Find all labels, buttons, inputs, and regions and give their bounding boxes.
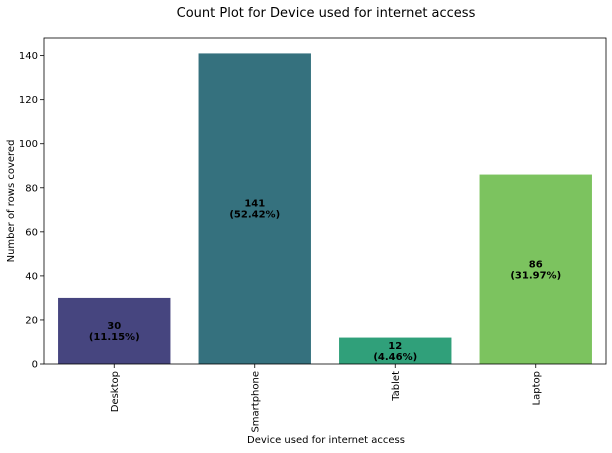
x-axis-label: Device used for internet access [247, 435, 405, 446]
bar-percent-label: (52.42%) [229, 210, 280, 221]
plot-area: 0 20 40 60 80 100 120 140 Desktop 30(11.15%) Smart… [19, 51, 592, 433]
y-tick-label: 80 [25, 183, 38, 194]
y-tick-label: 0 [32, 360, 38, 371]
x-tick-label: Smartphone [250, 371, 261, 433]
bar-tablet [339, 337, 452, 364]
bar-smartphone [198, 53, 311, 365]
y-axis-label: Number of rows covered [6, 140, 17, 263]
y-tick-label: 20 [25, 315, 38, 326]
y-tick-label: 100 [19, 139, 38, 150]
x-tick-label: Desktop [110, 371, 121, 412]
bar-value-label: 141 [244, 199, 265, 210]
x-tick-label: Tablet [391, 371, 402, 402]
bar-laptop [479, 174, 592, 364]
bar-desktop [58, 297, 171, 364]
bar-value-label: 12 [388, 341, 402, 352]
plot-frame [43, 37, 607, 365]
bar-percent-label: (31.97%) [510, 270, 561, 281]
y-tick-label: 60 [25, 227, 38, 238]
bar-value-label: 30 [107, 321, 121, 332]
y-tick-label: 40 [25, 271, 38, 282]
y-tick-label: 120 [19, 95, 38, 106]
y-tick-label: 140 [19, 51, 38, 62]
bar-percent-label: (11.15%) [89, 332, 140, 343]
bar-value-label: 86 [529, 259, 543, 270]
chart-title: Count Plot for Device used for internet … [177, 6, 476, 21]
x-tick-label: Laptop [531, 371, 542, 405]
bar-percent-label: (4.46%) [373, 352, 417, 363]
